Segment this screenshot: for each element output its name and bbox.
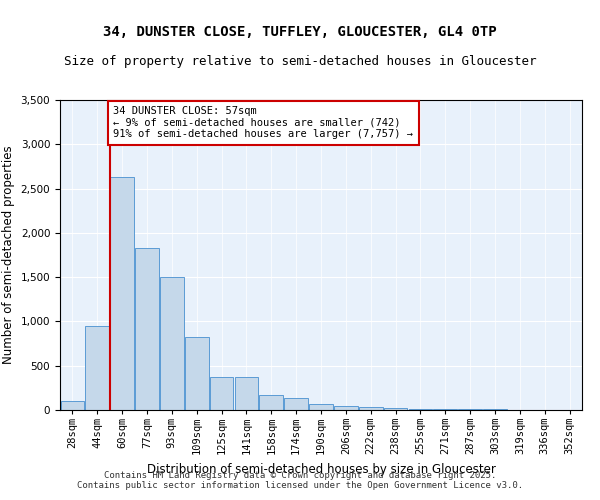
Bar: [309, 404, 333, 410]
Bar: [110, 177, 134, 410]
Bar: [384, 408, 407, 410]
Bar: [160, 277, 184, 410]
Bar: [185, 338, 209, 410]
Bar: [259, 394, 283, 410]
X-axis label: Distribution of semi-detached houses by size in Gloucester: Distribution of semi-detached houses by …: [146, 463, 496, 476]
Bar: [334, 406, 358, 410]
Bar: [85, 326, 109, 410]
Bar: [61, 401, 84, 410]
Bar: [433, 409, 457, 410]
Bar: [135, 248, 159, 410]
Bar: [235, 377, 258, 410]
Text: Size of property relative to semi-detached houses in Gloucester: Size of property relative to semi-detach…: [64, 55, 536, 68]
Bar: [409, 408, 432, 410]
Bar: [284, 398, 308, 410]
Y-axis label: Number of semi-detached properties: Number of semi-detached properties: [2, 146, 15, 364]
Bar: [359, 408, 383, 410]
Text: 34 DUNSTER CLOSE: 57sqm
← 9% of semi-detached houses are smaller (742)
91% of se: 34 DUNSTER CLOSE: 57sqm ← 9% of semi-det…: [113, 106, 413, 140]
Bar: [210, 377, 233, 410]
Text: 34, DUNSTER CLOSE, TUFFLEY, GLOUCESTER, GL4 0TP: 34, DUNSTER CLOSE, TUFFLEY, GLOUCESTER, …: [103, 25, 497, 39]
Text: Contains HM Land Registry data © Crown copyright and database right 2025.
Contai: Contains HM Land Registry data © Crown c…: [77, 470, 523, 490]
